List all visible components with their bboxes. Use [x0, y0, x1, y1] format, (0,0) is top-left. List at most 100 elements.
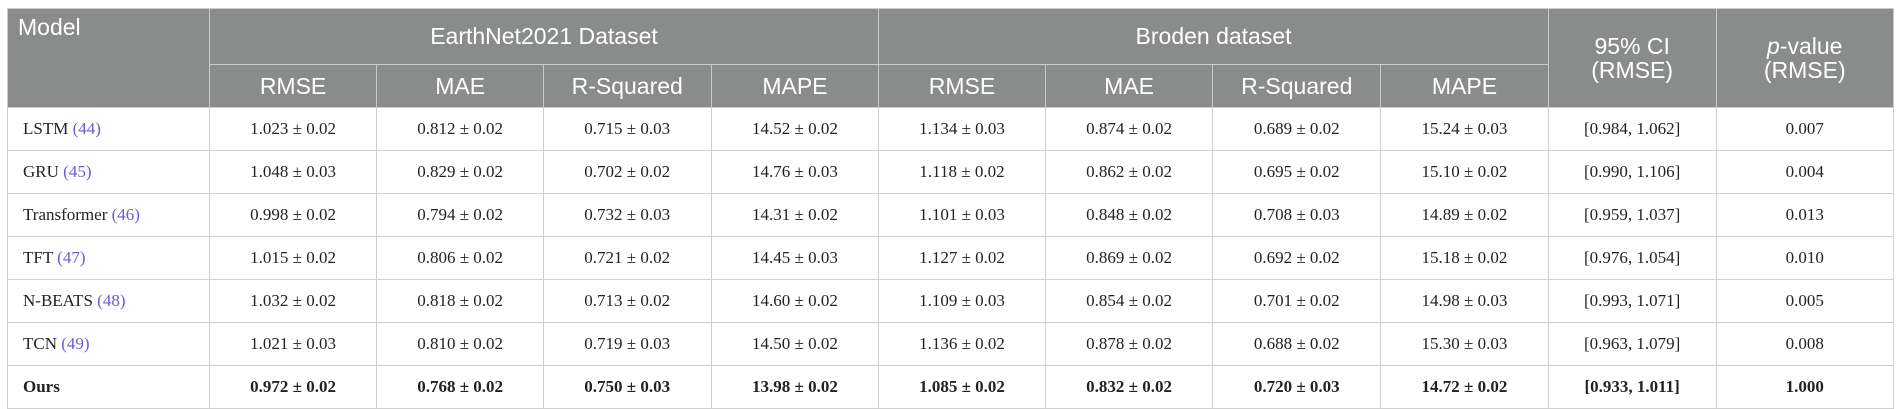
ci-cell: [0.959, 1.037] [1547, 193, 1717, 237]
p-value-cell: 0.013 [1715, 193, 1894, 237]
results-table: Model EarthNet2021 Dataset Broden datase… [7, 8, 1894, 409]
reference-link[interactable]: (47) [57, 248, 86, 267]
metric-cell: 0.689 ± 0.02 [1212, 107, 1382, 151]
metric-cell: 1.021 ± 0.03 [208, 322, 378, 366]
ci-cell: [0.933, 1.011] [1547, 365, 1717, 409]
metric-cell: 0.806 ± 0.02 [376, 236, 544, 280]
metric-cell: 15.10 ± 0.02 [1380, 150, 1549, 194]
metric-cell: 1.032 ± 0.02 [208, 279, 378, 323]
model-cell: Transformer (46) [7, 193, 210, 237]
metric-cell: 0.720 ± 0.03 [1212, 365, 1382, 409]
metric-cell: 0.721 ± 0.02 [542, 236, 712, 280]
metric-cell: 1.134 ± 0.03 [878, 107, 1046, 151]
broden-metric-header: MAPE [1380, 64, 1549, 108]
metric-cell: 0.869 ± 0.02 [1044, 236, 1214, 280]
ci-column-header: 95% CI (RMSE) [1547, 8, 1717, 108]
metric-cell: 14.89 ± 0.02 [1380, 193, 1549, 237]
table-row-ours: Ours 0.972 ± 0.02 0.768 ± 0.02 0.750 ± 0… [7, 365, 1894, 409]
model-name: Transformer [23, 205, 108, 224]
earthnet-metric-header: R-Squared [542, 64, 712, 108]
metric-cell: 0.874 ± 0.02 [1044, 107, 1214, 151]
reference-link[interactable]: (44) [72, 119, 101, 138]
metric-cell: 0.854 ± 0.02 [1044, 279, 1214, 323]
model-name: TCN [23, 334, 57, 353]
metric-cell: 1.118 ± 0.02 [878, 150, 1046, 194]
ci-cell: [0.963, 1.079] [1547, 322, 1717, 366]
metric-cell: 14.76 ± 0.03 [710, 150, 880, 194]
metric-cell: 15.30 ± 0.03 [1380, 322, 1549, 366]
table-row: N-BEATS (48) 1.032 ± 0.02 0.818 ± 0.02 0… [7, 279, 1894, 323]
model-column-header: Model [7, 8, 210, 108]
metric-cell: 0.832 ± 0.02 [1044, 365, 1214, 409]
metric-cell: 1.048 ± 0.03 [208, 150, 378, 194]
metric-cell: 14.60 ± 0.02 [710, 279, 880, 323]
model-cell: Ours [7, 365, 210, 409]
metric-cell: 0.713 ± 0.02 [542, 279, 712, 323]
model-cell: TCN (49) [7, 322, 210, 366]
earthnet-group-header: EarthNet2021 Dataset [208, 8, 880, 65]
metric-cell: 0.732 ± 0.03 [542, 193, 712, 237]
earthnet-metric-header: MAE [376, 64, 544, 108]
ci-cell: [0.993, 1.071] [1547, 279, 1717, 323]
metric-cell: 0.998 ± 0.02 [208, 193, 378, 237]
p-header-italic: p [1767, 32, 1780, 59]
p-value-cell: 0.005 [1715, 279, 1894, 323]
metric-cell: 14.52 ± 0.02 [710, 107, 880, 151]
metric-cell: 0.692 ± 0.02 [1212, 236, 1382, 280]
ci-header-line2: (RMSE) [1591, 57, 1674, 83]
model-name: TFT [23, 248, 53, 267]
broden-metric-header: RMSE [878, 64, 1046, 108]
model-name: LSTM [23, 119, 69, 138]
metric-cell: 0.812 ± 0.02 [376, 107, 544, 151]
p-value-column-header: p-value (RMSE) [1715, 8, 1894, 108]
reference-link[interactable]: (46) [111, 205, 140, 224]
model-name: GRU [23, 162, 59, 181]
model-cell: GRU (45) [7, 150, 210, 194]
metric-cell: 0.810 ± 0.02 [376, 322, 544, 366]
p-header-rest: -value [1779, 32, 1843, 59]
p-value-cell: 0.004 [1715, 150, 1894, 194]
metric-cell: 1.127 ± 0.02 [878, 236, 1046, 280]
metric-cell: 0.719 ± 0.03 [542, 322, 712, 366]
model-cell: LSTM (44) [7, 107, 210, 151]
metric-cell: 0.702 ± 0.02 [542, 150, 712, 194]
metric-cell: 14.50 ± 0.02 [710, 322, 880, 366]
reference-link[interactable]: (49) [61, 334, 90, 353]
metric-cell: 0.695 ± 0.02 [1212, 150, 1382, 194]
table-row: Transformer (46) 0.998 ± 0.02 0.794 ± 0.… [7, 193, 1894, 237]
earthnet-metric-header: RMSE [208, 64, 378, 108]
metric-cell: 0.701 ± 0.02 [1212, 279, 1382, 323]
metric-cell: 1.015 ± 0.02 [208, 236, 378, 280]
p-value-cell: 1.000 [1715, 365, 1894, 409]
metric-cell: 0.878 ± 0.02 [1044, 322, 1214, 366]
metric-cell: 0.708 ± 0.03 [1212, 193, 1382, 237]
metric-cell: 14.31 ± 0.02 [710, 193, 880, 237]
metric-cell: 14.98 ± 0.03 [1380, 279, 1549, 323]
earthnet-metric-header: MAPE [710, 64, 880, 108]
metric-cell: 1.136 ± 0.02 [878, 322, 1046, 366]
metric-cell: 0.818 ± 0.02 [376, 279, 544, 323]
metric-cell: 14.45 ± 0.03 [710, 236, 880, 280]
metric-cell: 0.848 ± 0.02 [1044, 193, 1214, 237]
ci-cell: [0.984, 1.062] [1547, 107, 1717, 151]
reference-link[interactable]: (48) [97, 291, 126, 310]
p-header-line2: (RMSE) [1763, 57, 1846, 83]
reference-link[interactable]: (45) [63, 162, 92, 181]
metric-cell: 0.972 ± 0.02 [208, 365, 378, 409]
model-name: N-BEATS [23, 291, 93, 310]
metric-cell: 1.109 ± 0.03 [878, 279, 1046, 323]
model-cell: TFT (47) [7, 236, 210, 280]
metric-cell: 0.768 ± 0.02 [376, 365, 544, 409]
model-name: Ours [23, 377, 60, 396]
table-row: TFT (47) 1.015 ± 0.02 0.806 ± 0.02 0.721… [7, 236, 1894, 280]
metric-cell: 1.101 ± 0.03 [878, 193, 1046, 237]
table-row: LSTM (44) 1.023 ± 0.02 0.812 ± 0.02 0.71… [7, 107, 1894, 151]
metric-cell: 13.98 ± 0.02 [710, 365, 880, 409]
broden-group-header: Broden dataset [878, 8, 1549, 65]
metric-cell: 15.24 ± 0.03 [1380, 107, 1549, 151]
broden-metric-header: MAE [1044, 64, 1214, 108]
model-cell: N-BEATS (48) [7, 279, 210, 323]
metric-cell: 0.688 ± 0.02 [1212, 322, 1382, 366]
metric-cell: 1.023 ± 0.02 [208, 107, 378, 151]
table-row: GRU (45) 1.048 ± 0.03 0.829 ± 0.02 0.702… [7, 150, 1894, 194]
